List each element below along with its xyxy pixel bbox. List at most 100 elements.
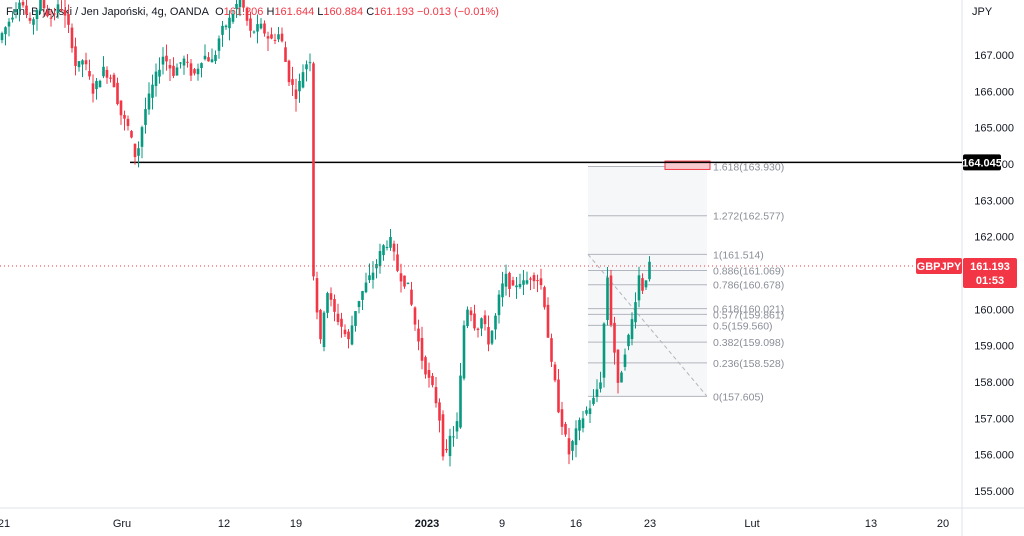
candle-body [501,283,504,298]
candle-body [266,36,270,39]
candle-body [53,13,56,15]
candle-body [497,294,501,316]
candle-body [599,382,602,389]
candle-body [455,421,459,432]
candle-body [532,275,536,282]
horizontal-level-label: 164.045 [962,157,1002,169]
candle-body [119,100,123,116]
horizontal-level-tag [963,154,1001,171]
candle-body [438,402,441,421]
candle-body [151,84,154,98]
candle-body [32,19,35,25]
candle-body [46,10,49,17]
candle-body [175,67,179,76]
candle-body [581,418,585,429]
candle-body [361,291,364,300]
candle-body [452,436,455,438]
fib-level-label: 0.786(160.678) [713,280,784,292]
candle-body [564,423,567,435]
candle-body [340,318,343,327]
candle-body [242,0,245,8]
candle-body [91,83,95,94]
candle-body [459,375,462,428]
candle-body [196,68,200,75]
candle-body [427,369,431,378]
candle-body [270,34,273,39]
y-tick-label: 163.000 [974,195,1014,207]
candle-body [18,2,21,10]
candle-body [140,127,144,147]
high-value: 161.644 [274,6,315,18]
candle-body [200,63,203,68]
close-label: C [366,6,375,18]
candle-body [616,349,620,383]
candle-body [333,299,336,312]
candle-body [165,55,168,62]
candle-body [207,57,210,62]
candle-body [98,80,102,88]
candle-body [84,60,88,65]
candle-body [378,251,382,267]
candle-body [518,283,522,288]
target-box [664,160,711,170]
candle-body [21,1,25,6]
candle-body [448,435,452,457]
fib-level-label: 0.577(159.861) [713,309,784,321]
candle-body [595,389,599,397]
candle-body [67,14,70,25]
candle-body [126,118,130,126]
candle-body [627,334,630,347]
candle-body [105,69,109,78]
candle-body [322,312,326,348]
fib-level-label: 1(161.514) [713,249,764,261]
candle-body [291,79,294,85]
candle-body [203,55,207,60]
candle-body [431,375,434,386]
candle-body [420,337,424,361]
y-tick-label: 156.000 [974,450,1014,462]
candle-body [522,280,525,285]
candle-body [301,72,305,88]
candle-body [235,3,238,9]
candle-body [546,304,550,338]
candle-body [109,77,112,79]
fib-level-label: 0.886(161.069) [713,265,784,277]
x-tick-label: 13 [865,518,877,530]
candle-body [483,315,487,325]
candle-body [137,148,140,156]
candle-body [539,278,543,286]
candle-body [4,27,7,35]
candle-body [357,301,361,308]
candle-body [277,34,280,40]
candle-body [529,278,532,280]
fib-level-label: 1.272(162.577) [713,211,784,223]
candle-body [571,441,574,451]
symbol-tag [916,257,962,274]
candle-body [553,364,557,381]
candle-body [487,327,490,345]
candle-body [469,310,473,316]
candle-body [389,236,392,248]
candle-body [284,47,287,62]
candle-body [511,280,515,286]
candle-body [336,313,340,323]
candle-body [403,275,406,287]
candle-body [11,17,14,20]
x-tick-label: 12 [218,518,230,530]
candle-body [214,54,217,62]
candle-body [406,282,410,284]
candle-body [413,307,417,325]
candle-body [441,414,445,457]
candle-body [0,33,4,41]
candle-body [228,17,231,29]
candle-body [543,287,546,308]
fib-level-label: 0.5(159.560) [713,320,773,332]
candle-body [319,309,322,340]
candle-body [585,410,588,414]
candle-body [354,311,357,326]
candle-body [294,89,298,99]
candle-body [35,10,39,20]
candle-body [382,245,385,256]
candle-body [371,272,375,280]
